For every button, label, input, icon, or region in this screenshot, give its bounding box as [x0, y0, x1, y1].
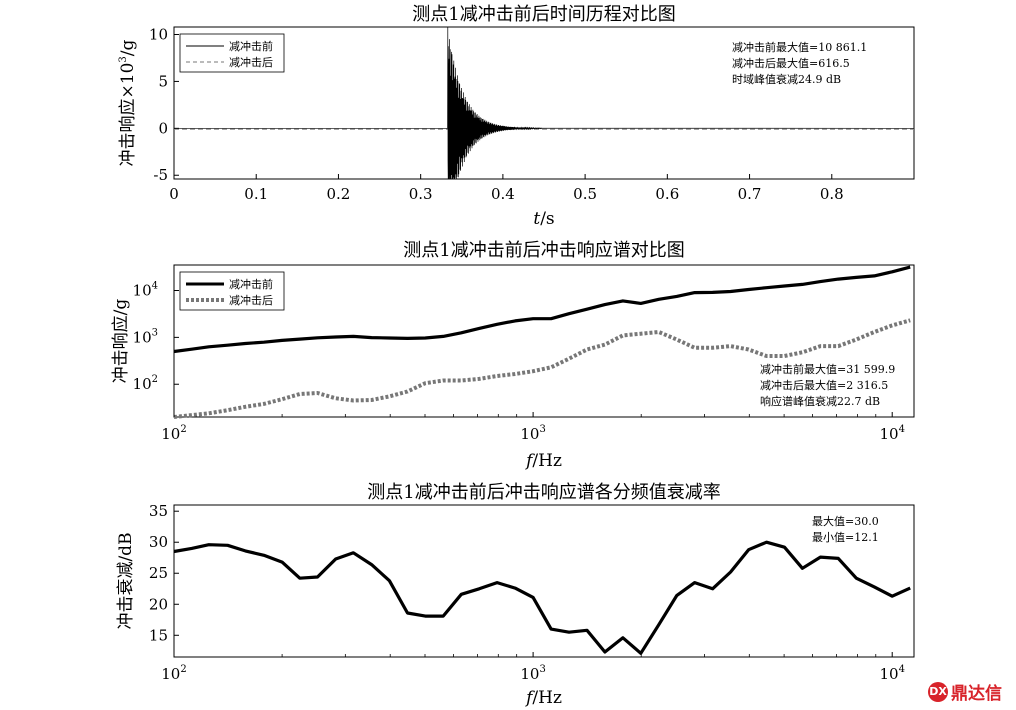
srs-y-tick-label: 103 — [133, 327, 158, 346]
attenuation-annotation-max: 最大值=30.0 — [812, 514, 879, 528]
srs-title: 测点1减冲击前后冲击响应谱对比图 — [403, 240, 684, 261]
time-history-panel: 测点1减冲击前后时间历程对比图 0 0.1 0.2 0.3 0.4 0.5 0.6 0.7 0.… — [118, 4, 915, 229]
srs-annotation-max-after: 减冲击后最大值=2 316.5 — [760, 378, 888, 392]
attenuation-panel: 测点1减冲击前后冲击响应谱各分频值衰减率 102 103 104 15 20 25 30 3… — [116, 482, 915, 708]
srs-annotation-attenuation: 响应谱峰值衰减22.7 dB — [760, 394, 880, 408]
srs-x-tick-label: 104 — [879, 424, 904, 443]
time-history-title: 测点1减冲击前后时间历程对比图 — [412, 4, 675, 25]
attenuation-annotation-min: 最小值=12.1 — [812, 531, 879, 544]
attenuation-y-tick-label: 20 — [149, 595, 168, 613]
watermark-logo: DX 鼎达信 — [928, 679, 1002, 704]
time-legend-box — [179, 33, 285, 73]
time-x-tick-label: 0.4 — [491, 185, 515, 203]
srs-x-tick-label: 102 — [161, 424, 186, 443]
attenuation-y-tick-label: 15 — [149, 626, 168, 644]
time-annotation-max-before: 减冲击前最大值=10 861.1 — [732, 40, 867, 54]
srs-plot-frame — [173, 264, 915, 418]
attenuation-y-tick-label: 25 — [149, 564, 168, 582]
time-y-axis-label: 冲击响应×103/g — [118, 39, 138, 166]
srs-series — [173, 265, 911, 419]
before-reduction-trace — [174, 26, 915, 180]
time-legend: 减冲击前 减冲击后 — [179, 33, 285, 73]
srs-x-ticks: 102 103 104 — [161, 412, 905, 443]
attenuation-line — [173, 540, 911, 655]
time-x-tick-label: 0.2 — [327, 185, 351, 203]
attenuation-series — [173, 540, 911, 655]
srs-x-tick-label: 103 — [520, 424, 545, 443]
attenuation-plot-frame — [173, 504, 915, 658]
srs-legend-before: 减冲击前 — [229, 277, 273, 291]
time-y-tick-label: -5 — [153, 166, 168, 184]
attenuation-x-tick-label: 102 — [161, 664, 186, 683]
watermark-text: 鼎达信 — [951, 684, 1002, 704]
time-y-tick-label: 0 — [158, 119, 168, 137]
srs-annotation-max-before: 减冲击前最大值=31 599.9 — [760, 362, 895, 376]
attenuation-title: 测点1减冲击前后冲击响应谱各分频值衰减率 — [367, 482, 720, 503]
time-x-tick-label: 0.3 — [409, 185, 433, 203]
attenuation-x-axis-label: f/Hz — [524, 688, 562, 708]
time-x-ticks: 0 0.1 0.2 0.3 0.4 0.5 0.6 0.7 0.8 — [169, 174, 844, 203]
time-x-axis-label: t/s — [533, 209, 554, 229]
attenuation-x-tick-label: 103 — [520, 664, 545, 683]
attenuation-x-ticks: 102 103 104 — [161, 652, 905, 683]
srs-line-after — [173, 318, 911, 419]
srs-legend: 减冲击前 减冲击后 — [179, 271, 285, 311]
srs-legend-after: 减冲击后 — [229, 293, 273, 307]
attenuation-y-tick-label: 35 — [149, 502, 168, 520]
srs-legend-box — [179, 271, 285, 311]
srs-y-ticks: 102 103 104 — [133, 281, 179, 393]
time-x-tick-label: 0.7 — [738, 185, 762, 203]
time-history-plot-frame — [173, 26, 915, 180]
time-x-tick-label: 0.5 — [573, 185, 597, 203]
srs-y-tick-label: 104 — [133, 281, 158, 300]
time-y-tick-label: 10 — [149, 26, 168, 44]
watermark-glyph: DX — [928, 681, 948, 702]
time-trace-path — [174, 26, 915, 180]
time-x-tick-label: 0.1 — [244, 185, 268, 203]
time-annotation-attenuation: 时域峰值衰减24.9 dB — [732, 72, 841, 86]
srs-line-before — [173, 265, 911, 354]
srs-y-axis-label: 冲击响应/g — [111, 299, 131, 384]
srs-panel: 测点1减冲击前后冲击响应谱对比图 102 103 104 102 103 104 f/H… — [111, 240, 915, 471]
attenuation-y-tick-label: 30 — [149, 533, 168, 551]
time-y-ticks: -5 0 5 10 — [149, 26, 179, 184]
time-x-tick-label: 0 — [169, 185, 179, 203]
time-legend-before: 减冲击前 — [229, 39, 273, 53]
attenuation-y-ticks: 15 20 25 30 35 — [149, 502, 179, 644]
srs-x-axis-label: f/Hz — [524, 451, 562, 471]
attenuation-x-tick-label: 104 — [879, 664, 904, 683]
srs-y-tick-label: 102 — [133, 374, 158, 393]
time-annotation-max-after: 减冲击后最大值=616.5 — [732, 56, 850, 70]
time-x-tick-label: 0.8 — [820, 185, 844, 203]
time-x-tick-label: 0.6 — [655, 185, 679, 203]
time-legend-after: 减冲击后 — [229, 55, 273, 69]
attenuation-y-axis-label: 冲击衰减/dB — [116, 532, 136, 629]
time-y-tick-label: 5 — [158, 72, 168, 90]
